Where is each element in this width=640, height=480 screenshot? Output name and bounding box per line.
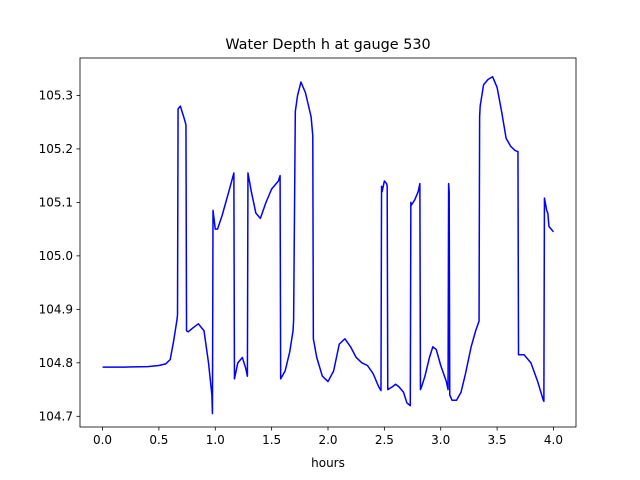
x-axis: 0.0 0.5 1.0 1.5 2.0 2.5 3.0 3.5 4.0 [93,427,563,447]
y-tick-label: 105.2 [39,142,73,156]
y-tick-label: 104.9 [39,303,73,317]
y-axis: 104.7 104.8 104.9 105.0 105.1 105.2 105.3 [39,89,80,424]
x-tick-label: 1.0 [206,433,225,447]
x-tick-label: 3.0 [431,433,450,447]
x-tick-label: 1.5 [262,433,281,447]
y-tick-label: 104.7 [39,410,73,424]
y-tick-label: 105.1 [39,196,73,210]
x-tick-label: 2.5 [375,433,394,447]
x-tick-label: 2.0 [318,433,337,447]
x-axis-label: hours [311,456,345,470]
x-tick-label: 0.0 [93,433,112,447]
chart-title: Water Depth h at gauge 530 [225,37,430,53]
x-tick-label: 4.0 [544,433,563,447]
y-tick-label: 104.8 [39,356,73,370]
series-line-1 [102,75,555,415]
x-tick-label: 0.5 [149,433,168,447]
y-tick-label: 105.3 [39,89,73,103]
x-tick-label: 3.5 [488,433,507,447]
y-tick-label: 105.0 [39,249,73,263]
